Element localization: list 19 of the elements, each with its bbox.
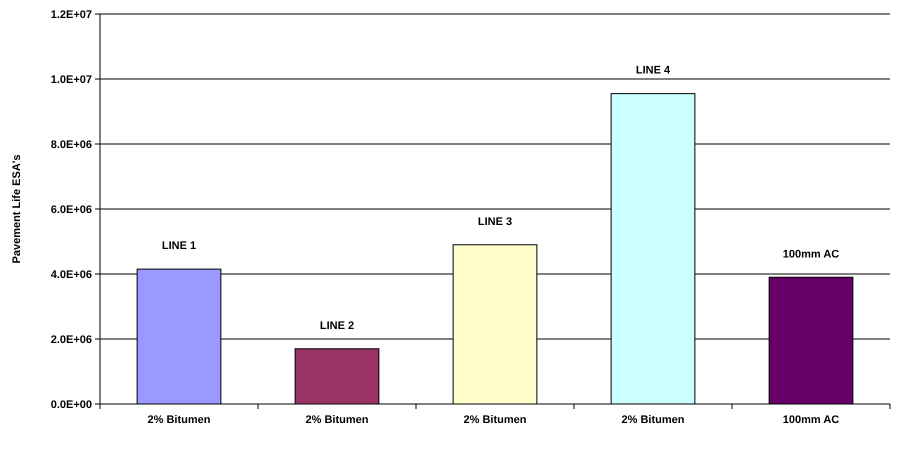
y-tick-label: 2.0E+06 (50, 334, 92, 346)
annotation: LINE 3 (478, 216, 512, 228)
y-axis-title: Pavement Life ESA's (11, 154, 23, 264)
x-tick-label: 100mm AC (782, 414, 840, 426)
x-tick-label: 2% Bitumen (622, 414, 685, 426)
y-tick-label: 6.0E+06 (50, 204, 92, 216)
y-tick-label: 8.0E+06 (50, 138, 92, 151)
y-tick-label: 0.0E+00 (50, 398, 92, 411)
y-tick-label: 1.2E+07 (50, 8, 92, 21)
x-tick-label: 2% Bitumen (148, 414, 211, 426)
annotation: LINE 2 (320, 320, 354, 332)
bar (294, 348, 380, 404)
y-tick-label: 4.0E+06 (50, 268, 92, 281)
annotation: 100mm AC (782, 248, 840, 260)
x-tick-label: 2% Bitumen (464, 414, 527, 426)
y-tick-label: 1.0E+07 (50, 74, 92, 86)
annotation: LINE 1 (162, 240, 196, 252)
annotation: LINE 4 (636, 64, 671, 77)
x-tick-label: 2% Bitumen (306, 414, 369, 426)
